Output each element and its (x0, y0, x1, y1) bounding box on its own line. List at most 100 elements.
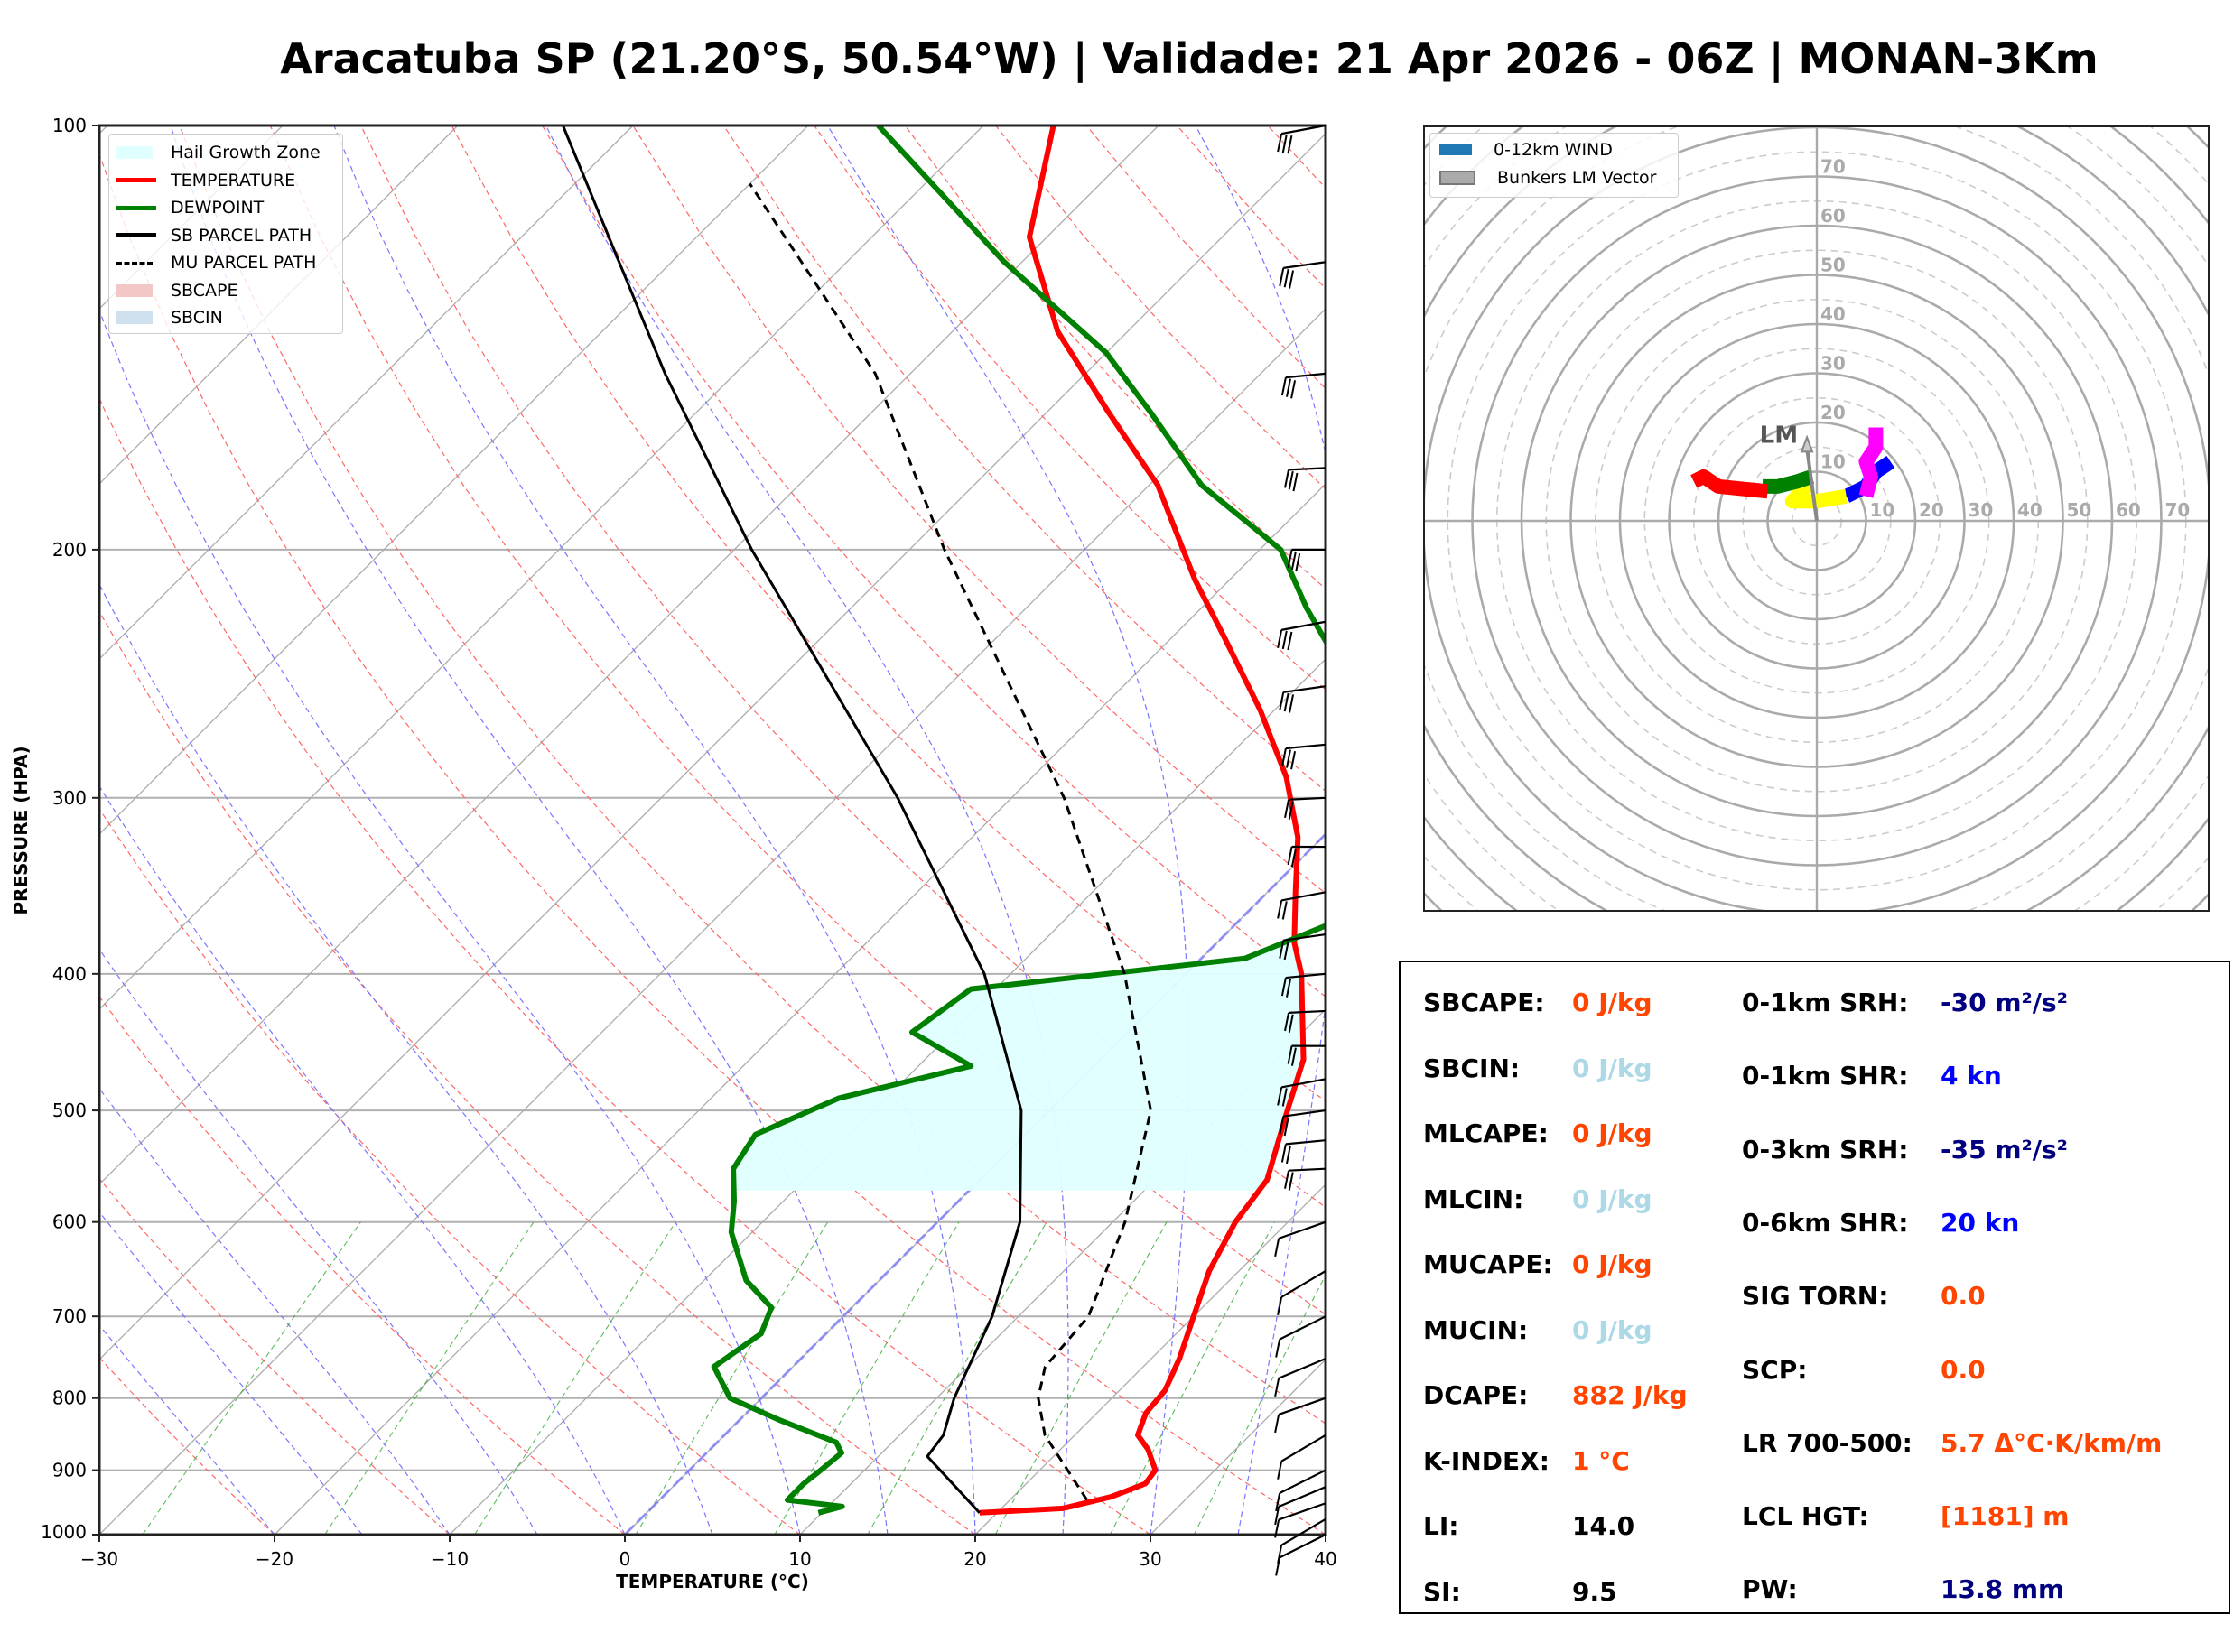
wind-barb (1280, 972, 1326, 998)
legend-label: SBCAPE (171, 280, 238, 301)
wind-barb (1275, 1469, 1326, 1512)
stat-value: 20 kn (1941, 1207, 2020, 1238)
wind-barb (1277, 124, 1326, 154)
wind-barb (1275, 1534, 1326, 1576)
wind-barb (1274, 1502, 1326, 1538)
y-tick-label: 500 (52, 1100, 87, 1121)
stat-label: MUCIN: (1423, 1314, 1529, 1345)
hail-growth-zone (733, 942, 1304, 1191)
isotherm-line (974, 1183, 1326, 1535)
y-tick-label: 900 (52, 1460, 87, 1481)
wind-barb (1274, 1357, 1326, 1397)
legend-swatch (116, 178, 156, 182)
dry-adiabat-line (722, 125, 1326, 793)
freezing-isotherm (623, 831, 1326, 1535)
dry-adiabat-line (814, 125, 1326, 691)
wind-barb (1279, 933, 1326, 961)
wind-barb (1280, 372, 1326, 399)
mu-parcel-path-line (749, 182, 1152, 1501)
stat-value: 9.5 (1572, 1576, 1617, 1607)
legend-label: SB PARCEL PATH (171, 225, 312, 246)
wind-barb (1279, 1109, 1326, 1137)
legend-label: 0-12km WIND (1494, 140, 1613, 160)
legend-item: SBCAPE (116, 278, 238, 303)
isotherm-line (99, 125, 459, 485)
y-tick-label: 700 (52, 1305, 87, 1327)
wind-barb (1277, 891, 1326, 920)
stat-value: 0 J/kg (1572, 1118, 1652, 1148)
hodograph-legend: 0-12km WIND Bunkers LM Vector (1429, 133, 1679, 198)
wind-barb (1274, 1220, 1326, 1258)
wind-barb (1279, 685, 1326, 713)
wind-barb (1277, 620, 1326, 651)
dry-adiabat-line (99, 396, 1151, 1535)
y-axis-label: PRESSURE (HPA) (10, 746, 32, 914)
mixing-ratio-line (1109, 1221, 1276, 1535)
wind-barb (1284, 467, 1326, 492)
stat-value: 0 J/kg (1572, 988, 1652, 1017)
wind-barb (1279, 261, 1326, 289)
stat-label: LR 700-500: (1742, 1427, 1913, 1458)
skewt-frame (98, 124, 1327, 1536)
dry-adiabat-line (451, 125, 1326, 1102)
legend-swatch (1439, 171, 1475, 185)
stat-value: -35 m²/s² (1941, 1134, 2068, 1165)
stat-value: 882 J/kg (1572, 1380, 1688, 1410)
x-tick-label: 10 (788, 1548, 811, 1570)
stat-label: MLCAPE: (1423, 1118, 1549, 1148)
stat-label: SBCIN: (1423, 1053, 1521, 1083)
stat-value: -30 m²/s² (1941, 988, 2068, 1017)
stat-label: SBCAPE: (1423, 988, 1545, 1017)
stat-value: 0.0 (1941, 1354, 1986, 1385)
moist-adiabat-line (99, 784, 626, 1535)
stat-label: K-INDEX: (1423, 1445, 1550, 1476)
wind-barb (1277, 1434, 1326, 1480)
y-tick-label: 300 (52, 787, 87, 809)
legend-item: 0-12km WIND (1439, 137, 1613, 162)
dry-adiabat-line (99, 995, 626, 1535)
stat-value: 5.7 Δ°C·K/km/m (1941, 1427, 2163, 1458)
wind-barb (1274, 1486, 1326, 1526)
x-tick-label: −30 (80, 1548, 118, 1570)
isotherm-line (99, 125, 984, 1010)
wind-barb (1280, 743, 1326, 770)
dry-adiabat-line (99, 807, 801, 1535)
dry-adiabat-line (179, 125, 1326, 1425)
legend-swatch (116, 146, 153, 159)
stat-label: LCL HGT: (1742, 1501, 1869, 1532)
moist-adiabat-line (1195, 125, 1326, 1535)
stat-value: 0 J/kg (1572, 1314, 1652, 1345)
moist-adiabat-line (99, 1324, 275, 1535)
dry-adiabat-line (99, 1177, 451, 1535)
y-tick-label: 800 (52, 1387, 87, 1409)
isotherm-line (99, 133, 1326, 1360)
legend-swatch (116, 205, 156, 210)
legend-item: SB PARCEL PATH (116, 223, 312, 248)
moist-adiabat-line (99, 583, 713, 1535)
stat-value: 13.8 mm (1941, 1574, 2065, 1605)
stat-label: MUCAPE: (1423, 1249, 1553, 1279)
stat-label: SI: (1423, 1576, 1461, 1607)
stat-label: LI: (1423, 1511, 1459, 1541)
isotherm-line (99, 308, 1326, 1535)
mixing-ratio-line (994, 1221, 1168, 1535)
stat-label: SIG TORN: (1742, 1281, 1889, 1312)
legend-label: SBCIN (171, 308, 223, 328)
legend-label: Bunkers LM Vector (1497, 168, 1657, 188)
legend-swatch (1439, 144, 1472, 155)
mixing-ratio-line (774, 1221, 960, 1535)
moist-adiabat-line (99, 948, 538, 1535)
skewt-legend: Hail Growth Zone TEMPERATURE DEWPOINT SB PA… (108, 134, 343, 334)
x-axis-label: TEMPERATURE (°C) (616, 1571, 809, 1592)
wind-barb (1287, 845, 1326, 868)
dry-adiabat-line (99, 153, 1326, 1535)
moist-adiabat-line (99, 309, 801, 1535)
isotherm-line (99, 125, 809, 835)
isotherm-line (99, 125, 284, 310)
mixing-ratio-line (867, 1221, 1047, 1535)
wind-barb (1287, 1044, 1326, 1066)
y-tick-label: 100 (52, 115, 87, 136)
x-tick-label: −20 (256, 1548, 293, 1570)
y-tick-label: 200 (52, 539, 87, 561)
mixing-ratio-line (324, 1221, 535, 1535)
